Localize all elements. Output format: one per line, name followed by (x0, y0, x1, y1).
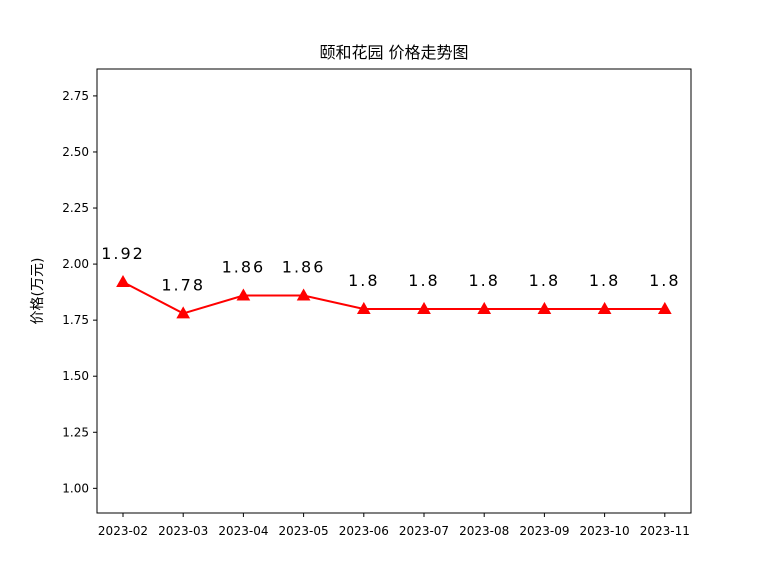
x-tick-label: 2023-02 (98, 524, 148, 538)
data-label: 1.86 (222, 257, 266, 276)
x-tick-label: 2023-09 (519, 524, 569, 538)
y-tick-label: 1.50 (62, 369, 89, 383)
y-tick-label: 2.50 (62, 145, 89, 159)
chart-title: 颐和花园 价格走势图 (319, 43, 468, 62)
data-label: 1.8 (408, 271, 439, 290)
data-label: 1.92 (101, 244, 145, 263)
y-tick-label: 1.75 (62, 313, 89, 327)
data-point-marker (356, 301, 371, 314)
x-tick-label: 2023-11 (640, 524, 690, 538)
data-label: 1.86 (282, 257, 326, 276)
y-tick-label: 2.00 (62, 257, 89, 271)
data-label: 1.8 (649, 271, 680, 290)
x-tick-label: 2023-06 (339, 524, 389, 538)
series-line (122, 281, 665, 315)
y-tick-label: 2.75 (62, 89, 89, 103)
data-point-marker (417, 301, 431, 314)
y-tick-label: 2.25 (62, 201, 89, 215)
plot-area: 1.00 1.25 1.50 1.75 2.00 2.25 2.50 2.75 2023-02 2… (62, 68, 692, 538)
x-tick-label: 2023-05 (279, 524, 329, 538)
data-point-marker (477, 301, 492, 314)
data-point-marker (236, 288, 251, 301)
y-tick-label: 1.00 (62, 481, 89, 495)
data-point-marker (176, 306, 191, 319)
y-tick-label: 1.25 (62, 425, 89, 439)
data-point-marker (657, 301, 672, 314)
x-tick-label: 2023-10 (580, 524, 630, 538)
x-tick-label: 2023-03 (158, 524, 208, 538)
data-point-marker (597, 301, 612, 314)
x-tick-label: 2023-07 (399, 524, 449, 538)
y-axis-label: 价格(万元) (30, 258, 46, 325)
data-point-marker (537, 301, 552, 314)
data-point-marker (296, 288, 311, 301)
data-label: 1.78 (161, 275, 205, 294)
x-tick-label: 2023-08 (459, 524, 509, 538)
data-point-marker (116, 275, 130, 288)
data-label: 1.8 (589, 271, 620, 290)
data-label: 1.8 (348, 271, 379, 290)
x-tick-label: 2023-04 (218, 524, 268, 538)
data-label: 1.8 (468, 271, 499, 290)
plot-frame (96, 68, 692, 514)
data-label: 1.8 (529, 271, 560, 290)
